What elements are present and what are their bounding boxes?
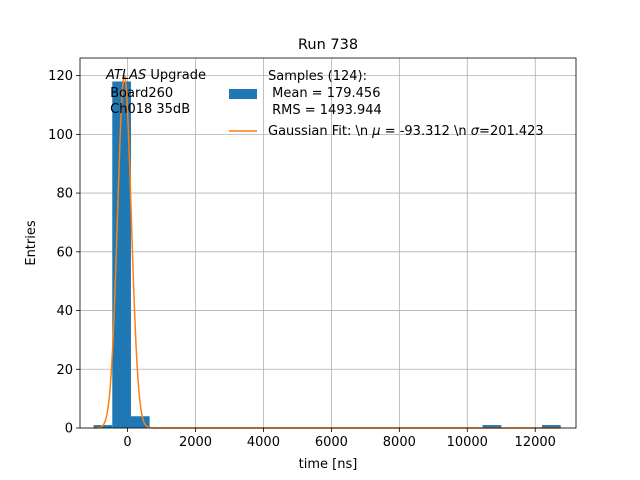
- histogram-bar: [93, 425, 113, 428]
- atlas-annotation: ATLAS Upgrade Board260 Ch018 35dB: [105, 68, 206, 117]
- grid-lines: [80, 58, 576, 429]
- legend-hist-swatch: [229, 89, 257, 99]
- legend-fit-suffix: =201.423: [479, 124, 544, 139]
- board-label: Board260: [106, 86, 173, 101]
- legend-fit-mu-symbol: μ: [371, 124, 380, 139]
- histogram-bar: [130, 416, 150, 428]
- histogram-bar: [482, 425, 502, 428]
- channel-label: Ch018 35dB: [106, 102, 190, 117]
- histogram-bars: [93, 81, 561, 428]
- legend-fit-label: Gaussian Fit: \n μ = -93.312 \n σ=201.42…: [268, 124, 544, 139]
- legend-hist-line-1: Samples (124):: [268, 69, 367, 84]
- legend: Samples (124): Mean = 179.456 RMS = 1493…: [229, 69, 544, 139]
- y-tick-label: 80: [56, 187, 73, 202]
- legend-fit-mid: = -93.312 \n: [381, 124, 471, 139]
- y-tick-label: 40: [56, 304, 73, 319]
- x-tick-label: 8000: [383, 435, 416, 450]
- x-tick-label: 10000: [447, 435, 488, 450]
- legend-hist-line-3: RMS = 1493.944: [268, 103, 382, 118]
- atlas-italic-label: ATLAS: [105, 68, 146, 83]
- x-axis-ticks: 0 2000 4000 6000 8000 10000 12000: [123, 428, 556, 450]
- legend-hist-line-2: Mean = 179.456: [268, 86, 380, 101]
- x-tick-label: 12000: [515, 435, 556, 450]
- x-tick-label: 0: [123, 435, 131, 450]
- y-tick-label: 120: [48, 69, 73, 84]
- x-tick-label: 4000: [247, 435, 280, 450]
- y-tick-label: 20: [56, 363, 73, 378]
- y-tick-label: 0: [65, 422, 73, 437]
- x-tick-label: 2000: [179, 435, 212, 450]
- y-tick-label: 60: [56, 245, 73, 260]
- x-tick-label: 6000: [315, 435, 348, 450]
- y-tick-label: 100: [48, 128, 73, 143]
- y-axis-ticks: 0 20 40 60 80 100 120: [48, 69, 80, 437]
- legend-fit-prefix: Gaussian Fit: \n: [268, 124, 372, 139]
- y-axis-label: Entries: [24, 220, 39, 266]
- histogram-bar: [542, 425, 561, 428]
- legend-fit-sigma-symbol: σ: [471, 124, 480, 139]
- histogram-bar: [112, 81, 131, 428]
- x-axis-label: time [ns]: [299, 457, 358, 472]
- svg-text:ATLAS Upgrade: ATLAS Upgrade: [105, 68, 206, 83]
- atlas-upgrade-label: Upgrade: [146, 68, 206, 83]
- chart-title: Run 738: [298, 37, 358, 53]
- plot-frame: [79, 57, 577, 429]
